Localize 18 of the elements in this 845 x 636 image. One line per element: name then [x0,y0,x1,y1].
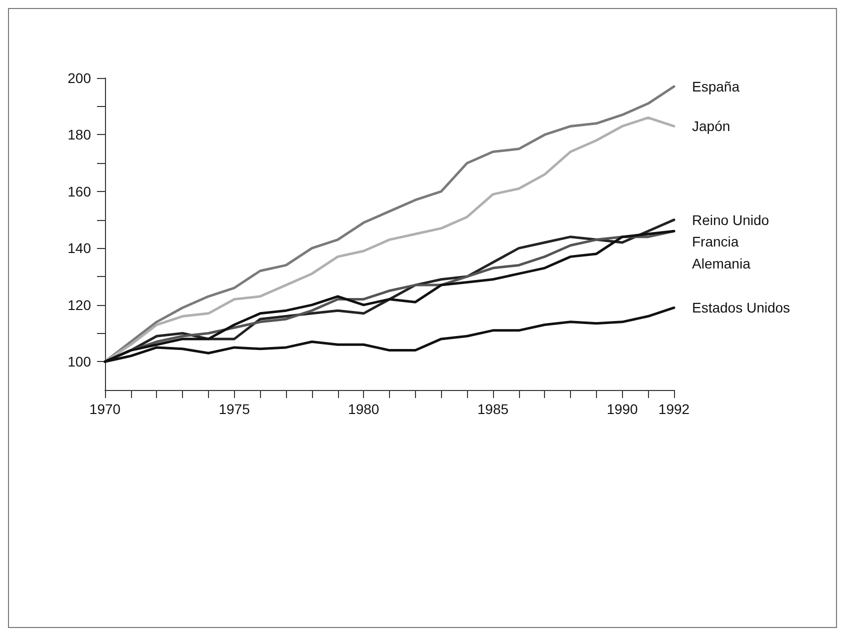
series-label: Reino Unido [692,212,770,228]
y-tick-label: 180 [68,126,92,143]
x-tick-label: 1970 [89,401,121,417]
y-tick-label: 120 [68,296,92,313]
series-label: Francia [692,234,739,250]
x-tick-label: 1980 [348,401,380,417]
y-tick-label: 140 [68,240,92,256]
x-tick-label: 1975 [218,401,250,417]
series-label: Estados Unidos [692,300,790,316]
y-tick-label: 160 [68,183,92,200]
x-tick-label: 1990 [606,401,638,417]
series-label: España [692,78,740,95]
series-label: Japón [692,118,730,134]
y-tick-label: 100 [68,354,92,370]
x-tick-label: 1985 [477,401,509,417]
y-tick-label: 200 [68,70,92,86]
text: Alemania [692,256,751,272]
x-tick-label: 1992 [658,401,690,417]
